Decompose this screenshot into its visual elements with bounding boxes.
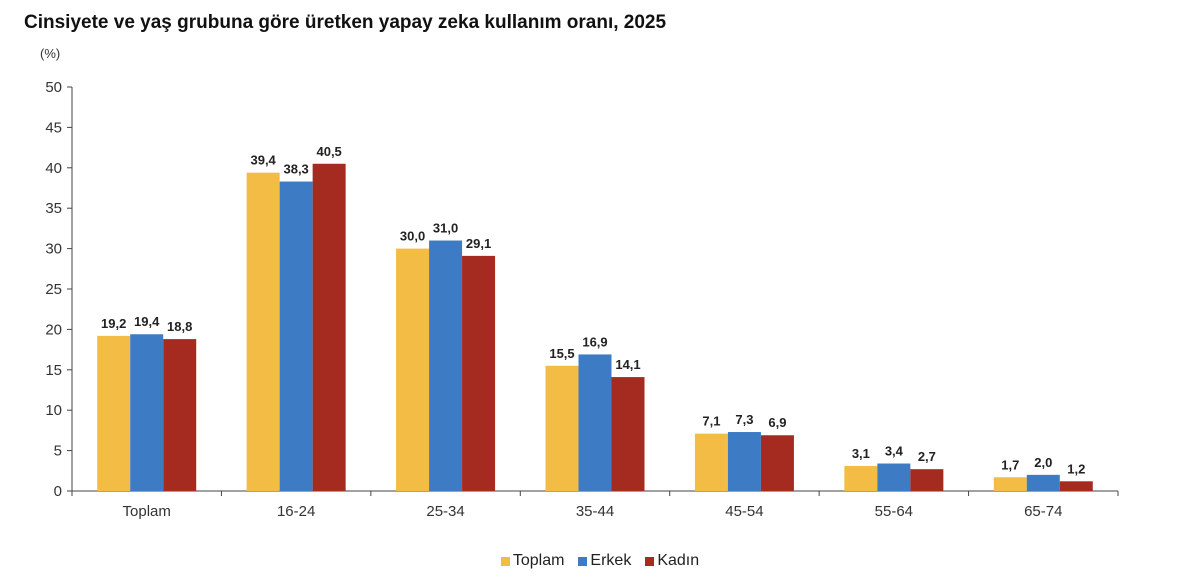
data-label: 7,1 xyxy=(702,414,720,429)
x-tick-label: 35-44 xyxy=(576,503,614,520)
legend-item-erkek: Erkek xyxy=(578,552,631,570)
data-label: 39,4 xyxy=(250,153,276,168)
bar-erkek xyxy=(578,354,612,491)
data-label: 3,4 xyxy=(885,444,904,459)
bar-toplam xyxy=(844,465,878,491)
y-tick-label: 20 xyxy=(45,321,62,338)
y-tick-label: 5 xyxy=(54,443,62,460)
unit-label: (%) xyxy=(40,46,61,61)
y-tick-label: 10 xyxy=(45,402,62,419)
legend: Toplam Erkek Kadın xyxy=(0,552,1200,570)
bar-erkek xyxy=(279,181,313,491)
y-tick-label: 30 xyxy=(45,241,62,258)
legend-label: Erkek xyxy=(590,552,632,569)
bar-kadın xyxy=(760,435,794,491)
y-tick-label: 35 xyxy=(45,200,62,217)
data-label: 16,9 xyxy=(582,334,607,349)
bar-toplam xyxy=(993,477,1027,491)
legend-item-kadın: Kadın xyxy=(645,552,699,570)
legend-swatch-icon xyxy=(645,556,655,566)
legend-label: Kadın xyxy=(657,552,700,569)
bar-toplam xyxy=(545,365,579,491)
data-label: 1,7 xyxy=(1001,457,1019,472)
y-tick-label: 25 xyxy=(45,281,62,298)
x-tick-label: 16-24 xyxy=(277,503,315,520)
bar-kadın xyxy=(462,255,496,491)
bar-erkek xyxy=(727,432,761,491)
bar-erkek xyxy=(130,334,164,491)
data-label: 29,1 xyxy=(466,236,491,251)
data-label: 19,4 xyxy=(134,314,160,329)
data-label: 2,0 xyxy=(1034,455,1052,470)
data-label: 18,8 xyxy=(167,319,192,334)
bar-kadın xyxy=(312,163,346,491)
legend-item-toplam: Toplam xyxy=(500,552,565,570)
bar-toplam xyxy=(396,248,430,491)
data-label: 6,9 xyxy=(768,415,786,430)
data-label: 14,1 xyxy=(615,357,640,372)
data-label: 2,7 xyxy=(918,449,936,464)
y-tick-label: 45 xyxy=(45,119,62,136)
bar-kadın xyxy=(910,469,944,491)
bar-kadın xyxy=(611,377,645,491)
bar-toplam xyxy=(246,172,280,491)
y-tick-label: 50 xyxy=(45,79,62,96)
x-tick-label: 55-64 xyxy=(875,503,913,520)
data-label: 19,2 xyxy=(101,316,126,331)
data-label: 7,3 xyxy=(735,412,753,427)
legend-swatch-icon xyxy=(578,556,588,566)
x-tick-label: Toplam xyxy=(123,503,171,520)
data-label: 30,0 xyxy=(400,229,425,244)
data-label: 3,1 xyxy=(852,446,870,461)
data-label: 1,2 xyxy=(1067,461,1085,476)
x-tick-label: 45-54 xyxy=(725,503,763,520)
bar-erkek xyxy=(1026,474,1060,491)
chart-title: Cinsiyete ve yaş grubuna göre üretken ya… xyxy=(24,12,667,33)
data-label: 15,5 xyxy=(549,346,574,361)
x-tick-label: 65-74 xyxy=(1024,503,1062,520)
y-tick-label: 0 xyxy=(54,483,62,500)
y-tick-label: 40 xyxy=(45,160,62,177)
bar-kadın xyxy=(1059,481,1093,491)
bar-kadın xyxy=(163,339,197,491)
bar-erkek xyxy=(429,240,463,491)
bar-erkek xyxy=(877,463,911,491)
data-label: 40,5 xyxy=(316,144,341,159)
bar-toplam xyxy=(694,433,728,491)
legend-label: Toplam xyxy=(512,552,565,569)
data-label: 38,3 xyxy=(283,162,308,177)
y-tick-label: 15 xyxy=(45,362,62,379)
data-label: 31,0 xyxy=(433,221,458,236)
x-tick-label: 25-34 xyxy=(426,503,464,520)
legend-swatch-icon xyxy=(500,556,510,566)
bar-toplam xyxy=(97,335,131,491)
